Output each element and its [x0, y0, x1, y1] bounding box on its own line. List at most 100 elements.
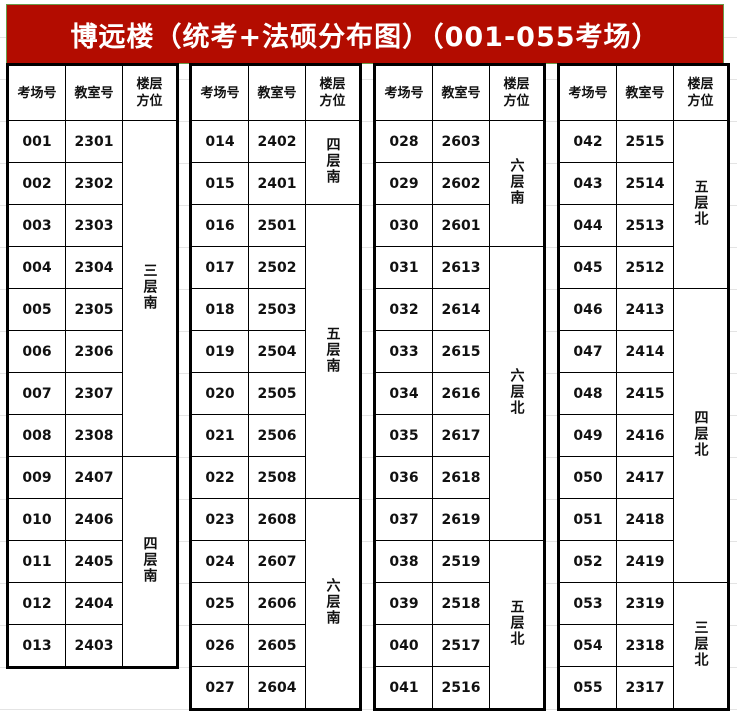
room-number: 2601 [432, 204, 490, 247]
header-floor-line2: 方位 [319, 94, 346, 109]
room-number: 2406 [65, 498, 123, 541]
floor-label: 六层南 [508, 157, 525, 206]
room-number: 2617 [432, 414, 490, 457]
table-row: 041 2516 [374, 666, 545, 710]
header-floor: 楼层 方位 [305, 64, 361, 121]
exam-number: 042 [558, 120, 617, 163]
room-number: 2602 [432, 162, 490, 205]
table-row: 049 2416 [558, 414, 729, 457]
room-number: 2513 [616, 204, 674, 247]
table-row: 046 2413 四层北 [558, 288, 729, 583]
table-row: 029 2602 [374, 162, 545, 205]
exam-number: 027 [190, 666, 249, 710]
exam-number: 034 [374, 372, 433, 415]
room-number: 2416 [616, 414, 674, 457]
exam-number: 006 [7, 330, 66, 373]
table-row: 053 2319 三层北 [558, 582, 729, 710]
header-row: 考场号 教室号 楼层 方位 [190, 64, 361, 121]
exam-number: 010 [7, 498, 66, 541]
room-number: 2308 [65, 414, 123, 457]
exam-number: 015 [190, 162, 249, 205]
exam-number: 002 [7, 162, 66, 205]
exam-number: 048 [558, 372, 617, 415]
header-exam: 考场号 [374, 64, 433, 121]
room-number: 2504 [248, 330, 306, 373]
table-row: 017 2502 [190, 246, 361, 289]
floor-location: 四层南 [122, 456, 178, 668]
floor-label: 三层北 [692, 619, 709, 668]
floor-location: 三层北 [673, 582, 729, 710]
table-row: 010 2406 [7, 498, 178, 541]
page-title: 博远楼（统考+法硕分布图）（001-055考场） [6, 4, 724, 64]
table-row: 042 2515 五层北 [558, 120, 729, 289]
floor-label: 五层北 [692, 178, 709, 227]
table-row: 002 2302 [7, 162, 178, 205]
exam-number: 038 [374, 540, 433, 583]
header-room: 教室号 [65, 64, 123, 121]
room-number: 2607 [248, 540, 306, 583]
table-row: 055 2317 [558, 666, 729, 710]
exam-number: 031 [374, 246, 433, 289]
exam-number: 052 [558, 540, 617, 583]
exam-number: 029 [374, 162, 433, 205]
header-floor: 楼层 方位 [673, 64, 729, 121]
floor-location: 五层北 [489, 540, 545, 710]
room-number: 2419 [616, 540, 674, 583]
exam-block-4: 考场号 教室号 楼层 方位 042 2515 五层北 043 2514 044 2513 045 251… [557, 63, 730, 711]
room-number: 2515 [616, 120, 674, 163]
exam-number: 039 [374, 582, 433, 625]
floor-location: 六层北 [489, 246, 545, 541]
exam-number: 043 [558, 162, 617, 205]
room-number: 2305 [65, 288, 123, 331]
table-row: 015 2401 [190, 162, 361, 205]
table-row: 009 2407 四层南 [7, 456, 178, 668]
exam-number: 049 [558, 414, 617, 457]
room-number: 2303 [65, 204, 123, 247]
room-number: 2512 [616, 246, 674, 289]
room-number: 2519 [432, 540, 490, 583]
exam-number: 051 [558, 498, 617, 541]
exam-number: 033 [374, 330, 433, 373]
room-number: 2516 [432, 666, 490, 710]
table-row: 043 2514 [558, 162, 729, 205]
table-row: 022 2508 [190, 456, 361, 499]
floor-label: 三层南 [141, 262, 158, 311]
room-number: 2514 [616, 162, 674, 205]
table-row: 031 2613 六层北 [374, 246, 545, 541]
room-number: 2618 [432, 456, 490, 499]
exam-number: 001 [7, 120, 66, 163]
floor-label: 四层南 [324, 136, 341, 185]
floor-label: 六层南 [324, 577, 341, 626]
table-row: 011 2405 [7, 540, 178, 583]
room-number: 2404 [65, 582, 123, 625]
table-row: 040 2517 [374, 624, 545, 667]
table-row: 012 2404 [7, 582, 178, 625]
table-row: 028 2603 六层南 [374, 120, 545, 247]
exam-number: 050 [558, 456, 617, 499]
header-row: 考场号 教室号 楼层 方位 [558, 64, 729, 121]
exam-number: 041 [374, 666, 433, 710]
header-room: 教室号 [248, 64, 306, 121]
table-row: 054 2318 [558, 624, 729, 667]
table-row: 030 2601 [374, 204, 545, 247]
room-number: 2605 [248, 624, 306, 667]
table-row: 005 2305 [7, 288, 178, 331]
room-number: 2306 [65, 330, 123, 373]
exam-number: 026 [190, 624, 249, 667]
table-row: 034 2616 [374, 372, 545, 415]
room-number: 2307 [65, 372, 123, 415]
room-number: 2505 [248, 372, 306, 415]
room-number: 2604 [248, 666, 306, 710]
floor-label: 五层北 [508, 598, 525, 647]
room-number: 2619 [432, 498, 490, 541]
table-row: 032 2614 [374, 288, 545, 331]
table-row: 020 2505 [190, 372, 361, 415]
table-row: 014 2402 四层南 [190, 120, 361, 205]
header-exam: 考场号 [558, 64, 617, 121]
header-row: 考场号 教室号 楼层 方位 [374, 64, 545, 121]
header-floor-line1: 楼层 [503, 77, 530, 92]
table-row: 026 2605 [190, 624, 361, 667]
room-number: 2319 [616, 582, 674, 625]
exam-number: 036 [374, 456, 433, 499]
room-number: 2603 [432, 120, 490, 163]
